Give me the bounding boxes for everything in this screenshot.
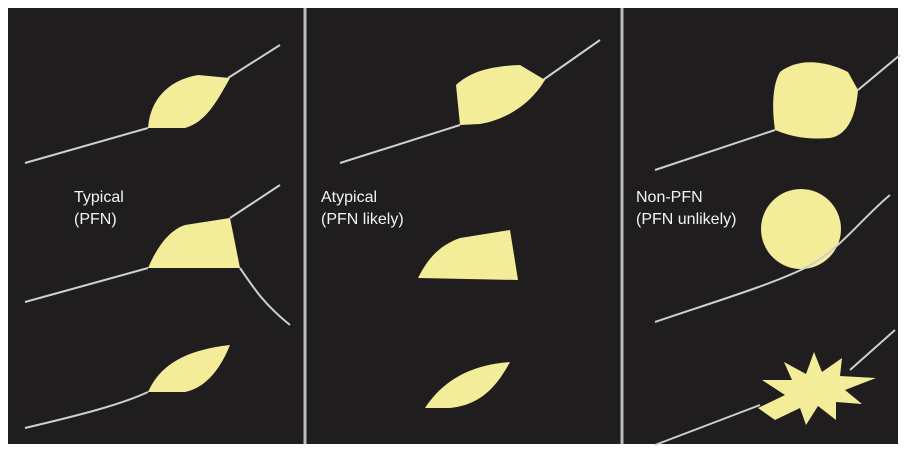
lesion — [148, 345, 230, 392]
vessel — [227, 44, 281, 79]
label: (PFN unlikely) — [636, 211, 736, 228]
vessel — [849, 329, 896, 371]
vessel — [654, 194, 891, 323]
vessel — [542, 39, 601, 81]
vessel — [857, 54, 901, 91]
lesion — [148, 75, 230, 128]
panel-atypical: Atypical (PFN likely) — [321, 39, 601, 408]
label: Typical — [74, 189, 124, 206]
vessel — [24, 391, 149, 429]
lesion — [758, 352, 876, 425]
panel-typical: Typical (PFN) — [24, 44, 291, 429]
lesion — [456, 65, 545, 125]
vessel — [654, 129, 776, 171]
lesion — [148, 218, 240, 268]
vessel — [229, 184, 281, 219]
lesion — [425, 362, 510, 408]
vessel — [654, 404, 761, 446]
vessel — [24, 267, 149, 303]
lesion — [773, 62, 858, 139]
background — [8, 8, 898, 444]
vessel — [24, 127, 149, 164]
panel-non-pfn: Non-PFN (PFN unlikely) — [636, 54, 901, 446]
label: (PFN likely) — [321, 211, 404, 228]
label: Non-PFN — [636, 189, 703, 206]
lesion — [761, 189, 841, 269]
label: (PFN) — [74, 211, 117, 228]
vessel — [239, 267, 291, 326]
vessel — [339, 124, 461, 164]
lesion — [418, 230, 518, 280]
label: Atypical — [321, 189, 377, 206]
